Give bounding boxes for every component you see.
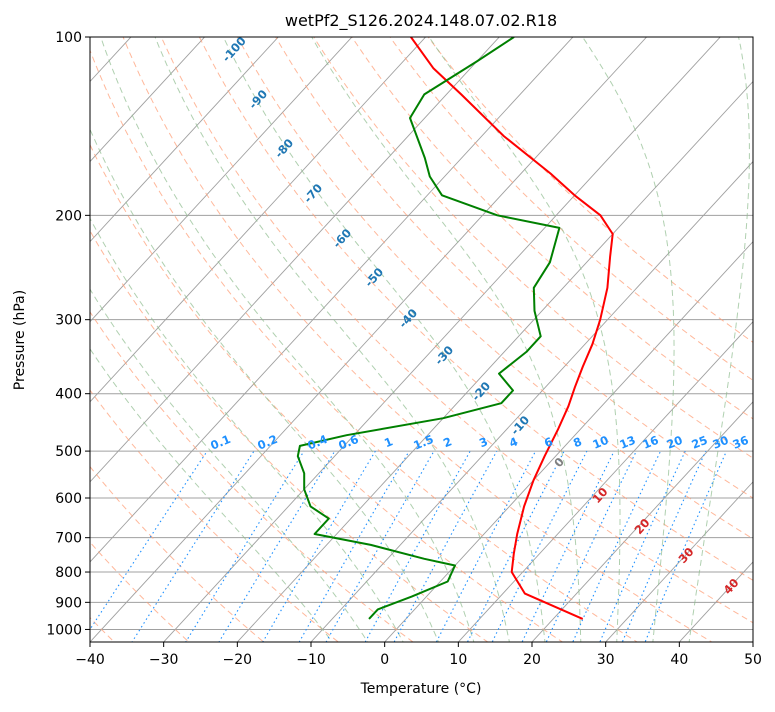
isotherm--80: [90, 37, 353, 323]
moist-adiabat-15: [154, 37, 510, 642]
dry-adiabat-70: [236, 37, 753, 540]
isotherm--100: [90, 37, 206, 163]
mixing-ratio-line-36: [644, 450, 728, 642]
moist-adiabat-25: [311, 37, 582, 642]
y-tick-label-600: 600: [55, 491, 82, 507]
isotherm--30: [163, 37, 721, 642]
moist-adiabat-40: [688, 37, 750, 642]
isotherm--20: [236, 80, 753, 642]
moist-adiabat--5: [90, 288, 369, 642]
mixing-ratio-line-1.5: [298, 450, 410, 642]
mixing-ratio-line-2: [325, 450, 435, 642]
mixing-ratio-line-25: [599, 450, 686, 642]
chart-title: wetPf2_S126.2024.148.07.02.R18: [285, 11, 557, 31]
mixing-ratio-line-30: [621, 450, 707, 642]
moist-adiabat-10: [100, 37, 475, 642]
mixing-ratio-line-1: [262, 450, 376, 642]
dry-adiabat--30: [90, 541, 190, 642]
mixing-ratio-line-0.4: [185, 450, 305, 642]
dry-adiabat-120: [427, 37, 753, 343]
dry-adiabat-40: [122, 37, 713, 642]
y-tick-label-300: 300: [55, 313, 82, 329]
plot-frame: [89, 36, 754, 643]
isotherm-0: [384, 240, 753, 642]
temperature-profile-line: [410, 37, 614, 620]
moist-adiabat-0: [90, 217, 404, 642]
y-tick-label-400: 400: [55, 387, 82, 403]
mixing-ratio-line-13: [521, 450, 615, 642]
x-tick-label--20: −20: [223, 652, 253, 668]
isotherm-20: [531, 401, 753, 642]
mixing-ratio-line-10: [491, 450, 588, 642]
dry-adiabat-60: [198, 37, 753, 581]
mixing-ratio-label-16: 16: [640, 433, 660, 452]
dry-adiabat-90: [313, 37, 753, 459]
y-tick-label-500: 500: [55, 444, 82, 460]
y-axis-label: Pressure (hPa): [12, 290, 28, 390]
x-tick-label-0: 0: [380, 652, 389, 668]
moist-adiabat-35: [581, 37, 675, 642]
mixing-ratio-label-20: 20: [664, 433, 684, 452]
x-tick-label-30: 30: [597, 652, 615, 668]
isotherm--60: [90, 37, 500, 483]
mixing-ratio-line-6: [435, 450, 537, 642]
x-tick-label--30: −30: [149, 652, 179, 668]
y-tick-label-100: 100: [55, 30, 82, 46]
x-tick-label-40: 40: [670, 652, 688, 668]
dry-adiabat--10: [90, 389, 340, 642]
y-tick-label-900: 900: [55, 595, 82, 611]
mixing-ratio-line-8: [466, 450, 565, 642]
isotherm--50: [90, 37, 574, 563]
axis-layer: −40 −30 −20 −10 0 10 20 30 40 50 100 200 300 400 500 60…: [46, 30, 762, 668]
mixing-ratio-label-36: 36: [730, 433, 750, 452]
y-tick-label-800: 800: [55, 565, 82, 581]
mixing-ratio-line-0.6: [218, 450, 336, 642]
mixing-ratio-label-30: 30: [710, 433, 730, 452]
x-tick-label--40: −40: [75, 652, 105, 668]
dry-adiabat-20: [90, 143, 564, 642]
reference-lines-layer: [90, 37, 753, 642]
dry-adiabat-110: [389, 37, 753, 381]
grid-layer: [90, 37, 753, 642]
isotherm-10: [457, 321, 753, 642]
moist-adiabat--10: [90, 348, 333, 642]
mixing-ratio-label-25: 25: [689, 433, 709, 452]
dewpoint-profile-line: [296, 37, 561, 620]
x-axis-label: Temperature (°C): [360, 681, 482, 697]
isotherm--70: [90, 37, 427, 403]
isotherm--40: [90, 37, 648, 642]
mixing-ratio-label-10: 10: [590, 433, 610, 452]
moist-adiabat-5: [90, 128, 440, 642]
mixing-ratio-line-16: [545, 450, 637, 642]
y-tick-label-200: 200: [55, 208, 82, 224]
mixing-ratio-line-20: [572, 450, 662, 642]
dry-adiabat-80: [275, 37, 753, 499]
y-tick-label-1000: 1000: [46, 622, 82, 638]
moist-adiabat-20: [222, 37, 546, 642]
x-tick-label-20: 20: [523, 652, 541, 668]
x-tick-label-10: 10: [449, 652, 467, 668]
series-layer: [296, 37, 614, 620]
mixing-ratio-label-13: 13: [617, 433, 637, 452]
moist-adiabat-30: [428, 37, 621, 642]
dry-adiabat-30: [90, 48, 639, 642]
isotherm-30: [605, 481, 753, 642]
isotherm--90: [90, 37, 279, 243]
y-tick-label-700: 700: [55, 531, 82, 547]
x-tick-label-50: 50: [744, 652, 762, 668]
x-tick-label--10: −10: [296, 652, 326, 668]
